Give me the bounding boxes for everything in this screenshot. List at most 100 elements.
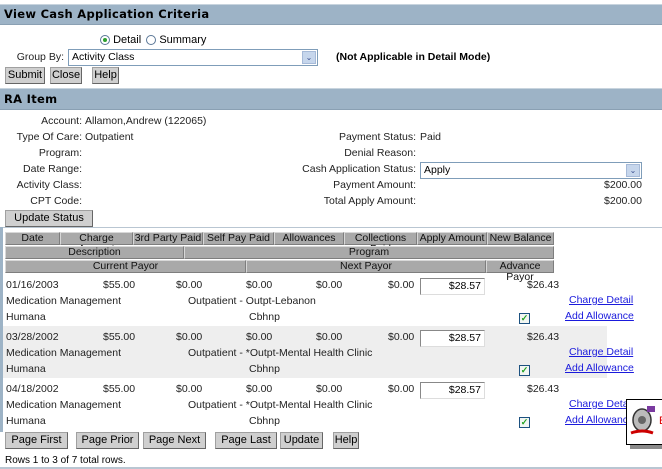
advance-payor-checkbox[interactable]: ✓ xyxy=(519,365,530,376)
advance-payor-checkbox[interactable]: ✓ xyxy=(519,313,530,324)
col-current-payor: Current Payor xyxy=(5,260,246,273)
col-program: Program xyxy=(184,246,554,259)
cell-allowances: $0.00 xyxy=(316,279,343,291)
col-date: Date xyxy=(5,232,60,245)
ra-item-section-header: RA Item xyxy=(0,88,662,110)
assistant-popup[interactable]: E xyxy=(626,399,662,445)
denial-reason-label: Denial Reason: xyxy=(344,147,416,159)
chevron-down-icon[interactable]: ⌄ xyxy=(626,164,640,177)
charge-detail-link[interactable]: Charge Detail xyxy=(569,398,634,410)
cell-self-pay: $0.00 xyxy=(246,383,273,395)
cash-app-status-select[interactable]: Apply ⌄ xyxy=(420,162,642,179)
mode-radio-group: Detail Summary xyxy=(100,34,206,46)
program-label: Program: xyxy=(38,147,82,159)
page-first-button[interactable]: Page First xyxy=(5,432,68,449)
divider xyxy=(0,227,662,228)
cell-new-balance: $26.43 xyxy=(527,331,560,343)
payment-status-value: Paid xyxy=(420,131,442,143)
col-advance-payor: Advance Payor xyxy=(486,260,554,283)
submit-button[interactable]: Submit xyxy=(5,67,45,84)
cell-current-payor: Humana xyxy=(6,311,46,323)
charge-detail-link[interactable]: Charge Detail xyxy=(569,294,634,306)
type-of-care-label: Type Of Care: xyxy=(16,131,82,143)
cell-current-payor: Humana xyxy=(6,363,46,375)
col-self-pay-paid: Self Pay Paid xyxy=(203,232,274,245)
payment-amount-value: $200.00 xyxy=(604,179,642,191)
total-apply-label: Total Apply Amount: xyxy=(323,195,416,207)
cell-next-payor: Cbhnp xyxy=(249,311,280,323)
page-last-button[interactable]: Page Last xyxy=(215,432,277,449)
col-charge-amount: Charge Amount xyxy=(60,232,133,255)
cell-third-party: $0.00 xyxy=(176,279,203,291)
cell-allowances: $0.00 xyxy=(316,331,343,343)
cell-third-party: $0.00 xyxy=(176,383,203,395)
cell-collections: $0.00 xyxy=(388,383,415,395)
close-button[interactable]: Close xyxy=(50,67,82,84)
apply-amount-input[interactable]: $28.57 xyxy=(420,382,485,399)
activity-class-label: Activity Class: xyxy=(16,179,82,191)
account-value: Allamon,Andrew (122065) xyxy=(85,115,207,127)
svg-text:E: E xyxy=(659,415,662,427)
left-frame-edge xyxy=(0,227,3,432)
cell-description: Medication Management xyxy=(6,295,121,307)
cell-collections: $0.00 xyxy=(388,279,415,291)
payment-amount-label: Payment Amount: xyxy=(333,179,416,191)
cell-self-pay: $0.00 xyxy=(246,331,273,343)
cell-program: Outpatient - Outpt-Lebanon xyxy=(188,295,316,307)
cell-charge: $55.00 xyxy=(103,279,136,291)
col-3rd-party-paid: 3rd Party Paid xyxy=(133,232,203,245)
update-status-button[interactable]: Update Status xyxy=(5,210,93,227)
total-apply-value: $200.00 xyxy=(604,195,642,207)
chevron-down-icon[interactable]: ⌄ xyxy=(302,51,316,64)
col-new-balance: New Balance xyxy=(487,232,554,245)
cash-app-status-value: Apply xyxy=(424,164,451,176)
add-allowance-link[interactable]: Add Allowance xyxy=(565,362,634,374)
page-prior-button[interactable]: Page Prior xyxy=(76,432,139,449)
account-label: Account: xyxy=(41,115,82,127)
payment-status-label: Payment Status: xyxy=(338,131,416,143)
apply-amount-input[interactable]: $28.57 xyxy=(420,278,485,295)
date-range-label: Date Range: xyxy=(23,163,82,175)
bottom-frame-edge xyxy=(0,467,662,469)
charge-detail-link[interactable]: Charge Detail xyxy=(569,346,634,358)
cell-date: 03/28/2002 xyxy=(6,331,59,343)
cell-new-balance: $26.43 xyxy=(527,383,560,395)
cell-description: Medication Management xyxy=(6,399,121,411)
cell-current-payor: Humana xyxy=(6,415,46,427)
help-button[interactable]: Help xyxy=(333,432,359,449)
cell-collections: $0.00 xyxy=(388,331,415,343)
cell-self-pay: $0.00 xyxy=(246,279,273,291)
apply-amount-input[interactable]: $28.57 xyxy=(420,330,485,347)
page-next-button[interactable]: Page Next xyxy=(143,432,206,449)
col-collections-paid: Collections Paid xyxy=(344,232,417,255)
col-apply-amount: Apply Amount xyxy=(417,232,487,245)
group-by-value: Activity Class xyxy=(72,51,135,63)
group-by-select[interactable]: Activity Class ⌄ xyxy=(68,49,318,66)
help-button[interactable]: Help xyxy=(92,67,119,84)
cell-date: 01/16/2003 xyxy=(6,279,59,291)
radio-summary-label[interactable]: Summary xyxy=(159,34,207,46)
update-button[interactable]: Update xyxy=(280,432,323,449)
cpt-code-label: CPT Code: xyxy=(30,195,82,207)
table-row: 03/28/2002 $55.00 $0.00 $0.00 $0.00 $0.0… xyxy=(3,326,634,378)
radio-summary[interactable] xyxy=(146,35,157,45)
col-allowances: Allowances xyxy=(274,232,344,245)
add-allowance-link[interactable]: Add Allowance xyxy=(565,310,634,322)
radio-detail-label[interactable]: Detail xyxy=(113,34,142,46)
group-by-note: (Not Applicable in Detail Mode) xyxy=(336,51,491,63)
cell-third-party: $0.00 xyxy=(176,331,203,343)
table-row: 01/16/2003 $55.00 $0.00 $0.00 $0.00 $0.0… xyxy=(3,274,634,326)
cell-next-payor: Cbhnp xyxy=(249,415,280,427)
type-of-care-value: Outpatient xyxy=(85,131,134,143)
add-allowance-link[interactable]: Add Allowance xyxy=(565,414,634,426)
cell-next-payor: Cbhnp xyxy=(249,363,280,375)
cash-app-status-label: Cash Application Status: xyxy=(302,163,416,175)
criteria-section-header: View Cash Application Criteria xyxy=(0,4,662,25)
advance-payor-checkbox[interactable]: ✓ xyxy=(519,417,530,428)
cell-charge: $55.00 xyxy=(103,331,136,343)
radio-detail[interactable] xyxy=(100,35,110,45)
table-row: 04/18/2002 $55.00 $0.00 $0.00 $0.00 $0.0… xyxy=(3,378,634,430)
cell-allowances: $0.00 xyxy=(316,383,343,395)
cell-description: Medication Management xyxy=(6,347,121,359)
pager-status: Rows 1 to 3 of 7 total rows. xyxy=(5,455,126,466)
